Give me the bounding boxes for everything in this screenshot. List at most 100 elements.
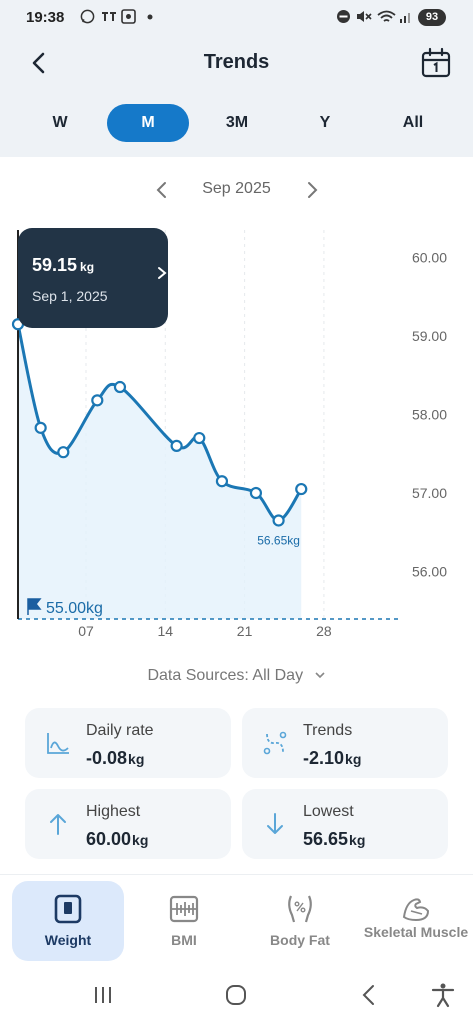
trends-card[interactable]: Trends -2.10kg	[242, 708, 448, 778]
daily-rate-number: -0.08	[86, 748, 128, 768]
daily-rate-unit: kg	[128, 751, 145, 767]
signal-icon	[400, 13, 410, 23]
wifi-icon	[377, 10, 396, 22]
y-tick-label: 60.00	[412, 250, 447, 266]
chevron-down-icon	[314, 672, 325, 679]
previous-month-icon[interactable]	[148, 176, 176, 204]
daily-rate-card[interactable]: Daily rate -0.08kg	[25, 708, 231, 778]
calendar-icon[interactable]	[418, 45, 454, 81]
nav-skeletal-muscle[interactable]: Skeletal Muscle	[360, 881, 472, 961]
screenshot-icon	[121, 9, 136, 24]
data-point[interactable]	[34, 421, 47, 434]
x-tick-label: 28	[316, 623, 332, 639]
minimum-value-label: 56.65kg	[257, 533, 300, 547]
data-point[interactable]	[113, 380, 127, 394]
nav-body-fat[interactable]: Body Fat	[244, 881, 356, 961]
page-title: Trends	[203, 51, 270, 73]
lowest-card[interactable]: Lowest 56.65kg	[242, 789, 448, 859]
tab-month[interactable]: M	[107, 104, 189, 142]
bmi-ruler-icon	[169, 895, 199, 923]
data-point[interactable]	[272, 514, 285, 527]
data-point[interactable]	[193, 431, 206, 445]
highest-unit: kg	[132, 832, 149, 848]
nav-bmi[interactable]: BMI	[128, 881, 240, 961]
trends-value: -2.10kg	[303, 748, 361, 769]
trends-label: Trends	[303, 722, 353, 739]
y-tick-label: 58.00	[412, 407, 447, 423]
nav-skeletal-muscle-label: Skeletal Muscle	[363, 924, 469, 940]
tooltip-weight: 59.15	[32, 255, 78, 275]
dot-icon	[147, 14, 153, 20]
arrow-up-icon	[50, 814, 66, 835]
tooltip-date: Sep 1, 2025	[32, 288, 108, 304]
recent-apps-icon[interactable]	[88, 980, 118, 1010]
system-navigation-bar	[0, 968, 473, 1024]
data-sources-dropdown[interactable]: Data Sources: All Day	[0, 667, 473, 685]
battery-indicator: 93	[418, 9, 446, 26]
data-point[interactable]	[91, 394, 104, 407]
x-tick-label: 07	[78, 623, 94, 639]
data-point[interactable]	[295, 482, 308, 496]
data-sources-label: Data Sources: All Day	[147, 667, 304, 684]
tooltip-value: 59.15 kg	[32, 255, 94, 276]
nav-weight[interactable]: Weight	[12, 881, 124, 961]
status-bar: 19:38 93	[0, 0, 473, 36]
y-tick-label: 56.00	[412, 564, 447, 580]
chart-area-fill	[18, 324, 302, 619]
flag-icon	[27, 598, 42, 615]
data-point[interactable]	[215, 475, 229, 488]
tooltip-unit: kg	[80, 260, 95, 274]
highest-card[interactable]: Highest 60.00kg	[25, 789, 231, 859]
muscle-arm-icon	[402, 898, 430, 922]
x-tick-label: 21	[237, 623, 253, 639]
tiktok-icon	[102, 12, 116, 21]
data-point[interactable]	[57, 446, 70, 459]
highest-label: Highest	[86, 803, 141, 820]
app-bar: Trends	[0, 40, 473, 86]
trends-number: -2.10	[303, 748, 345, 768]
arrow-down-icon	[267, 813, 283, 834]
tab-week[interactable]: W	[52, 114, 68, 131]
lowest-value: 56.65kg	[303, 829, 365, 850]
highest-value: 60.00kg	[86, 829, 148, 850]
selected-point-tooltip[interactable]: 59.15 kg Sep 1, 2025	[18, 228, 168, 328]
tab-all[interactable]: All	[402, 114, 424, 131]
lowest-unit: kg	[349, 832, 366, 848]
header-background	[0, 0, 473, 157]
chevron-right-icon[interactable]	[156, 265, 168, 281]
daily-rate-label: Daily rate	[86, 722, 154, 739]
next-month-icon[interactable]	[298, 176, 326, 204]
weight-trend-line	[16, 323, 303, 522]
data-point[interactable]	[249, 486, 263, 500]
current-month-label: Sep 2025	[202, 180, 271, 197]
goal-value-label: 55.00kg	[46, 600, 103, 617]
whatsapp-icon	[80, 9, 95, 24]
scale-icon	[54, 894, 82, 924]
period-tabs: W M 3M Y All	[0, 104, 473, 142]
tab-year[interactable]: Y	[319, 114, 331, 131]
accessibility-icon[interactable]	[428, 980, 458, 1010]
lowest-number: 56.65	[303, 829, 349, 849]
month-navigator: Sep 2025	[0, 176, 473, 204]
home-icon[interactable]	[221, 980, 251, 1010]
lowest-label: Lowest	[303, 803, 354, 820]
trends-unit: kg	[345, 751, 362, 767]
body-fat-icon	[288, 895, 312, 923]
nav-weight-label: Weight	[44, 932, 92, 948]
y-tick-label: 59.00	[412, 328, 447, 344]
highest-number: 60.00	[86, 829, 132, 849]
nav-bmi-label: BMI	[171, 932, 197, 948]
mute-icon	[357, 11, 372, 22]
status-time: 19:38	[26, 9, 65, 26]
do-not-disturb-icon	[337, 10, 350, 23]
y-tick-label: 57.00	[412, 485, 447, 501]
daily-rate-value: -0.08kg	[86, 748, 144, 769]
back-arrow-icon[interactable]	[22, 46, 56, 80]
x-tick-label: 14	[158, 623, 174, 639]
goal-marker: 55.00kg	[27, 598, 103, 617]
tab-3-months[interactable]: 3M	[225, 114, 249, 131]
system-back-icon[interactable]	[354, 980, 384, 1010]
rate-chart-icon	[47, 733, 69, 754]
nav-body-fat-label: Body Fat	[270, 932, 330, 948]
data-point[interactable]	[170, 439, 183, 452]
